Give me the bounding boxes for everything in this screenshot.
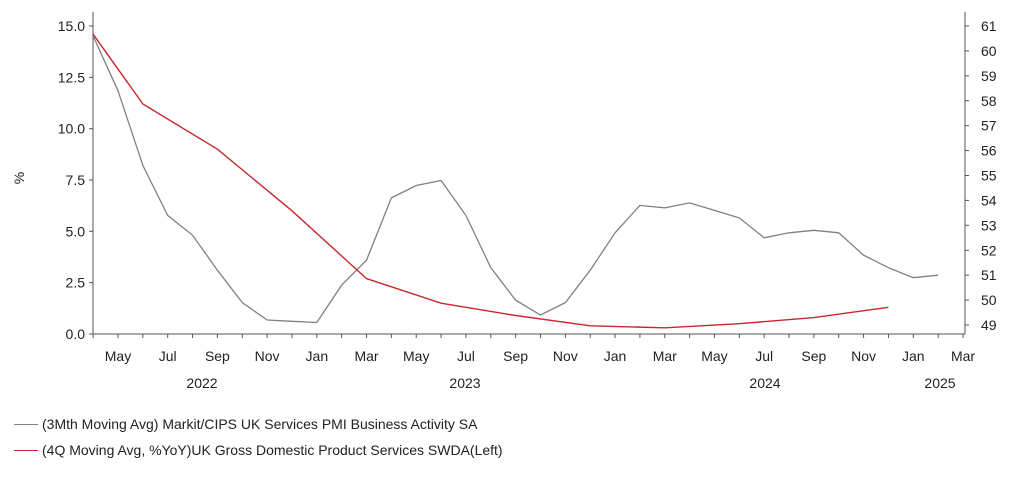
x-year-label: 2024 [749,375,780,391]
right-tick-label: 57 [981,118,997,134]
x-tick-label: Nov [851,348,876,364]
right-tick-label: 56 [981,143,997,159]
right-tick-label: 53 [981,217,997,233]
legend-label-gdp: (4Q Moving Avg, %YoY)UK Gross Domestic P… [42,442,503,458]
x-tick-label: Jan [306,348,329,364]
x-tick-label: Jul [159,348,177,364]
left-tick-label: 15.0 [58,18,85,34]
right-tick-label: 61 [981,18,997,34]
x-year-label: 2023 [449,375,480,391]
legend-swatch-gdp [14,449,38,451]
series-line-pmi [92,35,939,324]
x-year-label: 2022 [186,375,217,391]
left-axis: 0.0 2.5 5.0 7.5 10.0 12.5 15.0 [58,12,94,342]
x-tick-label: Mar [653,348,677,364]
x-tick-label: May [701,348,727,364]
right-tick-label: 54 [981,192,997,208]
left-tick-label: 2.5 [66,275,86,291]
right-tick-label: 52 [981,242,997,258]
x-tick-label: Sep [503,348,528,364]
left-tick-label: 0.0 [66,326,86,342]
series-layer [92,33,939,329]
left-tick-label: 12.5 [58,69,85,85]
right-tick-label: 49 [981,317,997,333]
right-tick-label: 58 [981,93,997,109]
series-line-gdp [92,33,889,329]
x-tick-label: Jul [755,348,773,364]
x-tick-label: Jan [604,348,627,364]
right-tick-label: 51 [981,267,997,283]
legend-swatch-pmi [14,423,38,425]
x-tick-label: Jan [902,348,925,364]
x-axis: May Jul Sep Nov Jan Mar May Jul Sep Nov Jan Mar May J… [92,333,975,391]
legend-item-gdp: (4Q Moving Avg, %YoY)UK Gross Domestic P… [14,442,503,458]
right-tick-label: 55 [981,168,997,184]
x-year-label: 2025 [924,375,955,391]
chart-svg: 0.0 2.5 5.0 7.5 10.0 12.5 15.0 49 50 51 52 53 54 55 5… [11,12,997,391]
right-axis: 49 50 51 52 53 54 55 56 57 58 59 60 61 [964,12,997,334]
left-tick-label: 10.0 [58,121,85,137]
x-tick-label: Sep [801,348,826,364]
legend-item-pmi: (3Mth Moving Avg) Markit/CIPS UK Service… [14,416,477,432]
x-tick-label: Nov [255,348,280,364]
right-tick-label: 50 [981,292,997,308]
x-tick-label: May [403,348,429,364]
legend-label-pmi: (3Mth Moving Avg) Markit/CIPS UK Service… [42,416,478,432]
x-tick-label: Nov [553,348,578,364]
y-axis-label: % [11,172,27,184]
x-tick-label: May [105,348,131,364]
right-tick-label: 59 [981,68,997,84]
x-tick-label: Mar [951,348,975,364]
left-tick-label: 5.0 [66,223,86,239]
x-tick-label: Sep [205,348,230,364]
x-tick-label: Mar [354,348,378,364]
left-tick-label: 7.5 [66,172,86,188]
right-tick-label: 60 [981,43,997,59]
x-tick-label: Jul [457,348,475,364]
